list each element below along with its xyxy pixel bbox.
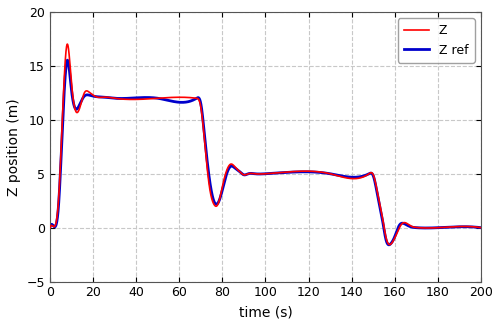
Z ref bbox=[47, 226, 53, 230]
Z bbox=[478, 226, 484, 230]
Z ref bbox=[368, 171, 374, 175]
Z bbox=[402, 221, 407, 225]
Line: Z: Z bbox=[50, 44, 481, 244]
Z ref bbox=[402, 222, 407, 226]
Legend: Z, Z ref: Z, Z ref bbox=[398, 18, 475, 63]
Z ref bbox=[478, 226, 484, 230]
Z bbox=[212, 203, 218, 207]
Z bbox=[328, 172, 334, 176]
Z bbox=[64, 42, 70, 46]
Z bbox=[126, 97, 132, 101]
Z bbox=[386, 243, 392, 246]
Z ref bbox=[126, 96, 132, 100]
Z ref bbox=[306, 170, 312, 174]
Y-axis label: Z position (m): Z position (m) bbox=[7, 98, 21, 196]
Z bbox=[47, 226, 53, 230]
Z bbox=[306, 169, 312, 173]
Z ref bbox=[328, 172, 334, 176]
Z bbox=[368, 171, 374, 175]
Line: Z ref: Z ref bbox=[50, 60, 481, 245]
X-axis label: time (s): time (s) bbox=[238, 305, 292, 319]
Z ref bbox=[212, 201, 218, 205]
Z ref bbox=[64, 58, 70, 62]
Z ref bbox=[386, 243, 392, 247]
